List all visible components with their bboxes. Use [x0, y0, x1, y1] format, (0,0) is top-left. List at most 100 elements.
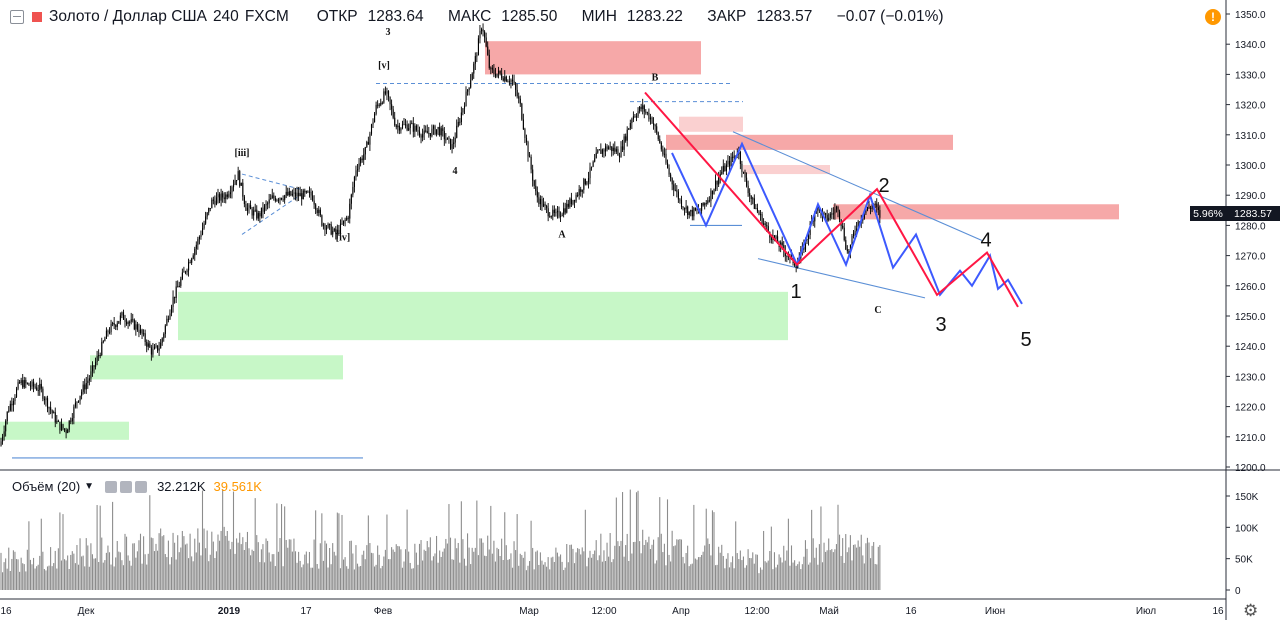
symbol-name[interactable]: Золото / Доллар США	[49, 8, 207, 25]
time-tick-label: 12:00	[591, 606, 616, 617]
candle-body	[851, 235, 853, 245]
pink-zone	[743, 165, 830, 175]
low-value: 1283.22	[626, 8, 683, 25]
alert-icon[interactable]: !	[1205, 9, 1221, 25]
candle-body	[567, 203, 569, 207]
candle-body	[172, 296, 174, 307]
candle-body	[215, 197, 218, 205]
candle-body	[405, 124, 407, 126]
candle-body	[250, 205, 252, 210]
settings-icon[interactable]	[120, 480, 133, 493]
candle-body	[240, 182, 242, 186]
candle-body	[608, 147, 610, 150]
candle-body	[460, 112, 462, 123]
candle-body	[422, 134, 424, 138]
candle-body	[372, 122, 374, 125]
close-icon[interactable]	[135, 480, 148, 493]
price-badge-percent: 5.96%	[1193, 208, 1223, 220]
candle-body	[558, 210, 560, 217]
time-tick-label: Мар	[519, 606, 539, 617]
candle-body	[211, 199, 213, 209]
candle-body	[663, 153, 665, 155]
candle-body	[248, 205, 250, 208]
candle-body	[463, 106, 466, 109]
candle-body	[766, 225, 768, 227]
candle-body	[580, 189, 582, 192]
candle-body	[112, 322, 114, 324]
price-tick-label: 1300.0	[1235, 161, 1266, 172]
candle-body	[501, 73, 503, 79]
candle-body	[414, 125, 416, 132]
candle-body	[138, 329, 140, 334]
candle-body	[541, 198, 543, 207]
candle-body	[831, 213, 833, 215]
red-zone	[666, 134, 953, 150]
price-tick-label: 1280.0	[1235, 221, 1266, 232]
candle-body	[417, 130, 419, 132]
candle-body	[343, 220, 345, 224]
candle-body	[48, 407, 50, 409]
candle-body	[846, 249, 848, 252]
candle-body	[820, 209, 822, 217]
wave-label: [v]	[378, 60, 390, 71]
candle-body	[349, 203, 351, 219]
interval-label[interactable]: 240	[212, 8, 239, 25]
candle-body	[332, 230, 334, 235]
candle-body	[253, 210, 255, 216]
candle-body	[653, 123, 655, 126]
candle-body	[236, 180, 238, 182]
candle-body	[333, 228, 335, 231]
candle-body	[876, 203, 878, 208]
symbol-header: Золото / Доллар США 240 FXCM ОТКР 1283.64…	[0, 0, 1000, 34]
candle-body	[226, 194, 228, 197]
candle-body	[770, 237, 772, 241]
candle-body	[783, 245, 785, 251]
candle-body	[102, 341, 104, 343]
candle-body	[135, 324, 137, 330]
candle-body	[609, 146, 611, 148]
time-tick-label: Июн	[985, 606, 1005, 617]
candle-body	[276, 199, 278, 201]
candle-body	[353, 177, 355, 187]
candle-body	[268, 199, 270, 204]
candle-body	[118, 321, 120, 324]
candle-body	[47, 398, 49, 409]
price-axis[interactable]: 1200.0 1210.0 1220.0 1230.0 1240.0 1250.0 1260…	[1226, 10, 1266, 474]
visibility-icon[interactable]	[105, 480, 118, 493]
candle-body	[795, 265, 797, 268]
price-tick-label: 1320.0	[1235, 101, 1266, 112]
wave-label: 3	[935, 314, 946, 336]
chevron-down-icon[interactable]: ▼	[84, 481, 95, 492]
dashed-line	[241, 173, 301, 190]
candle-body	[538, 197, 540, 205]
candle-body	[394, 117, 396, 126]
candle-body	[508, 81, 510, 83]
candle-body	[704, 203, 706, 206]
candle-body	[12, 401, 14, 406]
candle-body	[797, 263, 799, 268]
candle-body	[188, 262, 190, 271]
candle-body	[798, 258, 800, 264]
candle-body	[677, 191, 679, 200]
candle-body	[758, 211, 760, 215]
candle-body	[628, 128, 630, 130]
time-tick-label: 16	[0, 606, 12, 617]
candle-body	[529, 156, 531, 158]
candle-body	[536, 191, 538, 198]
gear-icon[interactable]: ⚙	[1243, 601, 1259, 620]
candle-body	[74, 402, 76, 407]
volume-label[interactable]: Объём (20)	[12, 479, 81, 494]
time-tick-label: Май	[819, 606, 839, 617]
annotation-layer: 3 [v] [iii] [iv] 4 B A C 1 2 3 4 5	[235, 27, 1032, 351]
candle-body	[640, 106, 642, 109]
candle-body	[91, 365, 94, 372]
candle-body	[237, 171, 239, 181]
candle-body	[347, 217, 349, 219]
candle-body	[425, 130, 427, 132]
time-axis[interactable]: 16 Дек 2019 17 Фев Мар 12:00 Апр 12:00 Май 16 Июн Ию…	[0, 606, 1224, 617]
candle-body	[739, 151, 741, 164]
candle-body	[212, 199, 214, 201]
collapse-icon[interactable]	[10, 10, 24, 24]
candle-body	[437, 126, 439, 130]
